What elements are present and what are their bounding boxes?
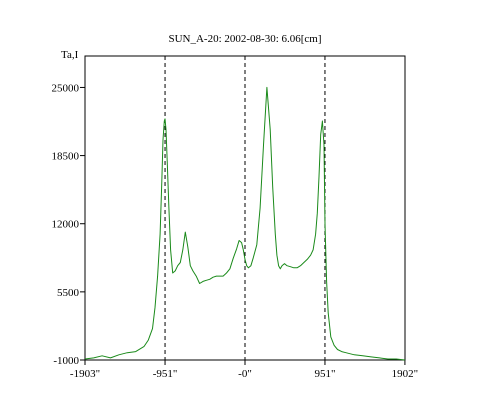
- y-tick-label-4: -1000: [53, 355, 79, 367]
- y-tick-label-3: 5500: [57, 287, 80, 299]
- axis-ticks: 25000 18500 12000 5500 -1000-1903" -951" -0" 95…: [52, 82, 419, 380]
- x-tick-label-3: 951": [314, 368, 335, 380]
- y-tick-label-0: 25000: [52, 82, 80, 94]
- y-tick-label-1: 18500: [52, 151, 80, 163]
- series-layer: [84, 86, 405, 361]
- x-tick-label-1: -951": [153, 368, 178, 380]
- y-axis-label: Ta,I: [61, 49, 79, 61]
- series-line-0: [84, 86, 405, 361]
- x-tick-label-2: -0": [238, 368, 252, 380]
- chart-title: SUN_A-20: 2002-08-30: 6.06[cm]: [168, 33, 321, 45]
- x-tick-label-0: -1903": [70, 368, 100, 380]
- x-tick-label-4: 1902": [392, 368, 419, 380]
- y-tick-label-2: 12000: [52, 219, 80, 231]
- reference-lines: [164, 56, 326, 360]
